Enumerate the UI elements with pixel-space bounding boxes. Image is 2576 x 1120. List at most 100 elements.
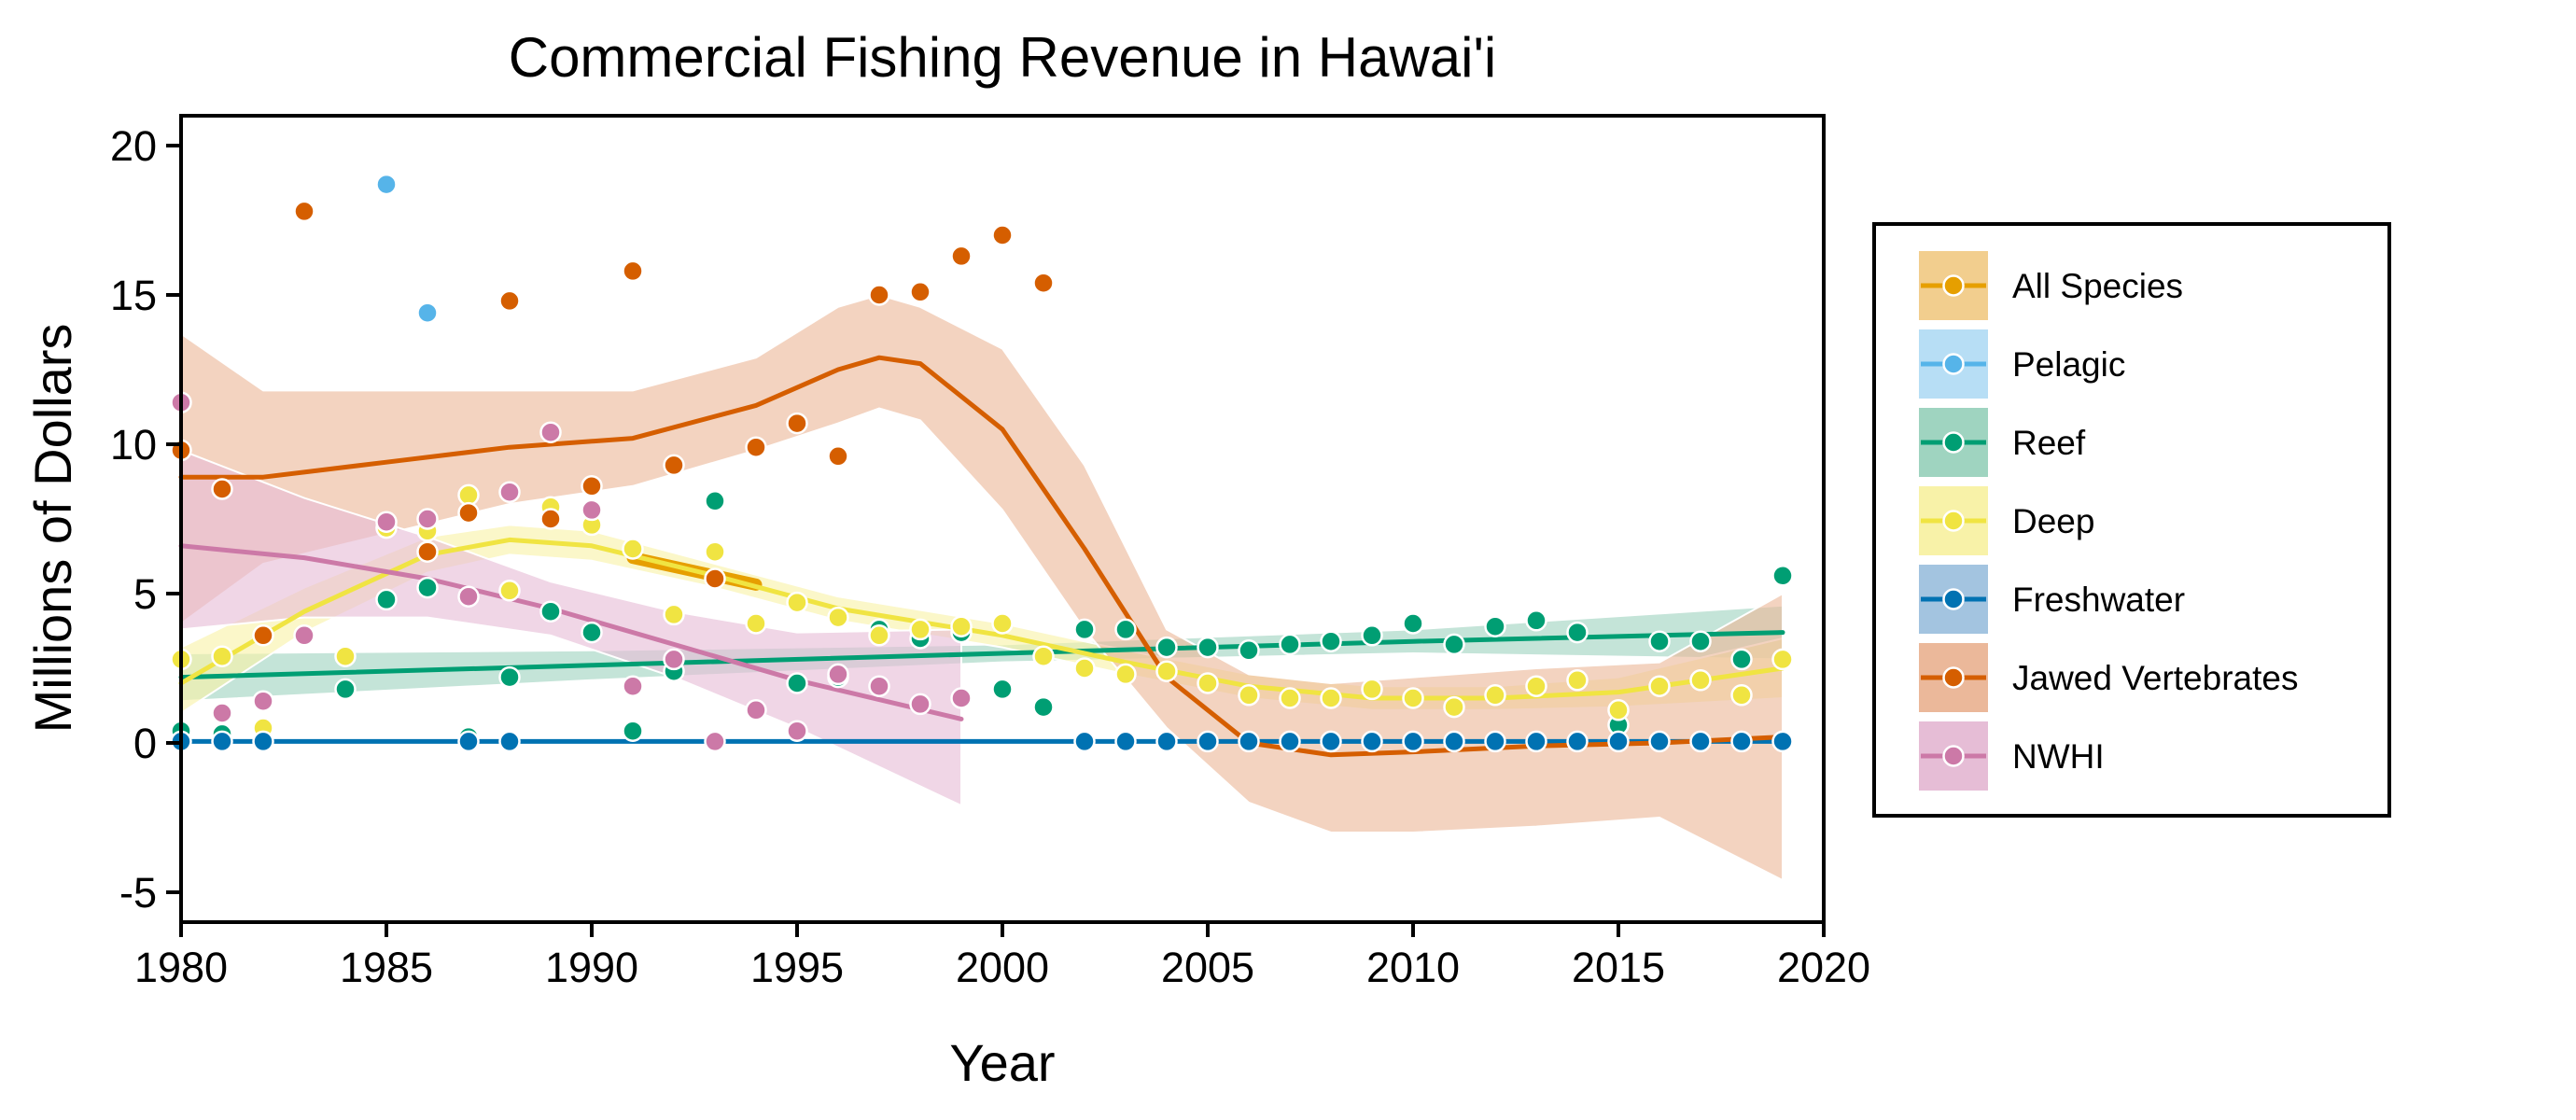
legend-item-pelagic: Pelagic [1919, 329, 2125, 399]
jawed-vertebrates-legend-marker [1942, 666, 1965, 689]
x-tick-label: 2005 [1161, 944, 1254, 991]
deep-point [868, 624, 890, 647]
reef-point [1443, 633, 1465, 656]
reef-point [1238, 639, 1260, 662]
freshwater-point [457, 730, 480, 753]
reef-point [375, 588, 398, 611]
reef-point [1155, 636, 1178, 659]
freshwater-point [1443, 730, 1465, 753]
reef-point [1648, 630, 1671, 652]
freshwater-point [1689, 730, 1712, 753]
pelagic-legend-marker [1942, 353, 1965, 375]
nwhi-point [581, 498, 603, 522]
jawed-vertebrates-point [539, 508, 562, 530]
deep-point [1443, 695, 1465, 719]
deep-point [1320, 687, 1342, 709]
freshwater-point [1114, 730, 1137, 753]
freshwater-point [1320, 730, 1342, 753]
reef-point [622, 720, 644, 742]
deep-point [827, 606, 849, 629]
freshwater-point [1607, 730, 1630, 753]
jawed-vertebrates-point [704, 567, 726, 590]
jawed-vertebrates-point [663, 454, 685, 477]
x-tick-label: 1980 [134, 944, 228, 991]
freshwater-point [1648, 730, 1671, 753]
deep-point [498, 580, 521, 602]
deep-legend-marker [1942, 510, 1965, 532]
deep-point [991, 612, 1014, 635]
deep-point [1155, 660, 1178, 682]
nwhi-point [457, 585, 480, 608]
deep-point [1648, 675, 1671, 697]
reef-point [1073, 618, 1096, 641]
x-tick-label: 2000 [956, 944, 1049, 991]
nwhi-point [498, 481, 521, 503]
deep-point [1114, 663, 1137, 686]
freshwater-point [1361, 730, 1383, 753]
jawed-vertebrates-point [498, 289, 521, 313]
nwhi-band [180, 448, 962, 807]
jawed-vertebrates-point [252, 624, 274, 647]
reef-legend-label: Reef [2012, 424, 2086, 462]
jawed-vertebrates-point [868, 284, 890, 306]
nwhi-point [745, 699, 767, 721]
nwhi-point [211, 702, 233, 724]
deep-point [1771, 648, 1794, 671]
reef-point [1566, 621, 1589, 644]
nwhi-point [622, 675, 644, 697]
deep-point [663, 603, 685, 626]
y-axis-label: Millions of Dollars [23, 324, 82, 734]
nwhi-point [539, 421, 562, 443]
y-tick-label: 15 [110, 272, 157, 319]
jawed-vertebrates-point [991, 224, 1014, 246]
jawed-vertebrates-point [950, 245, 973, 268]
deep-point [1361, 678, 1383, 701]
deep-legend-label: Deep [2012, 502, 2094, 540]
deep-point [704, 540, 726, 563]
reef-point [1114, 618, 1137, 641]
deep-point [457, 483, 480, 507]
jawed-vertebrates-point [211, 478, 233, 500]
reef-point [1484, 615, 1506, 637]
jawed-vertebrates-point [909, 281, 931, 303]
all-species-legend-label: All Species [2012, 267, 2183, 305]
deep-point [1402, 687, 1424, 709]
pelagic-legend-label: Pelagic [2012, 345, 2125, 384]
deep-point [1484, 684, 1506, 707]
freshwater-point [1484, 730, 1506, 753]
legend: All Species Pelagic Reef Deep Freshwater Jawe… [1872, 222, 2391, 818]
x-axis: 1980 1985 1990 1995 2000 2005 2010 2015 2020 [134, 922, 1870, 991]
deep-point [1689, 669, 1712, 692]
pelagic-point [375, 173, 398, 196]
reef-point [1771, 565, 1794, 587]
y-tick-label: 0 [133, 720, 157, 767]
freshwater-legend-label: Freshwater [2012, 581, 2185, 619]
x-axis-label: Year [949, 1033, 1055, 1092]
nwhi-point [704, 730, 726, 753]
deep-point [334, 645, 357, 667]
legend-item-all-species: All Species [1919, 251, 2183, 320]
freshwater-legend-marker [1942, 588, 1965, 610]
reef-point [1279, 633, 1301, 656]
freshwater-point [1197, 730, 1219, 753]
reef-point [991, 678, 1014, 701]
freshwater-point [1155, 730, 1178, 753]
freshwater-point [1073, 730, 1096, 753]
deep-point [950, 615, 973, 637]
deep-point [1525, 675, 1547, 697]
y-tick-label: -5 [119, 869, 157, 917]
reef-point [1320, 630, 1342, 652]
jawed-vertebrates-trend-line [178, 355, 1785, 758]
y-tick-label: 5 [133, 570, 157, 618]
deep-point [1566, 669, 1589, 692]
nwhi-point [252, 690, 274, 712]
chart-title: Commercial Fishing Revenue in Hawai'i [509, 26, 1497, 89]
x-tick-label: 2015 [1572, 944, 1665, 991]
jawed-vertebrates-point [457, 501, 480, 525]
reef-trend-line [178, 630, 1785, 680]
jawed-vertebrates-point [745, 436, 767, 458]
deep-point [745, 612, 767, 635]
legend-item-nwhi: NWHI [1919, 721, 2105, 791]
freshwater-point [498, 730, 521, 753]
